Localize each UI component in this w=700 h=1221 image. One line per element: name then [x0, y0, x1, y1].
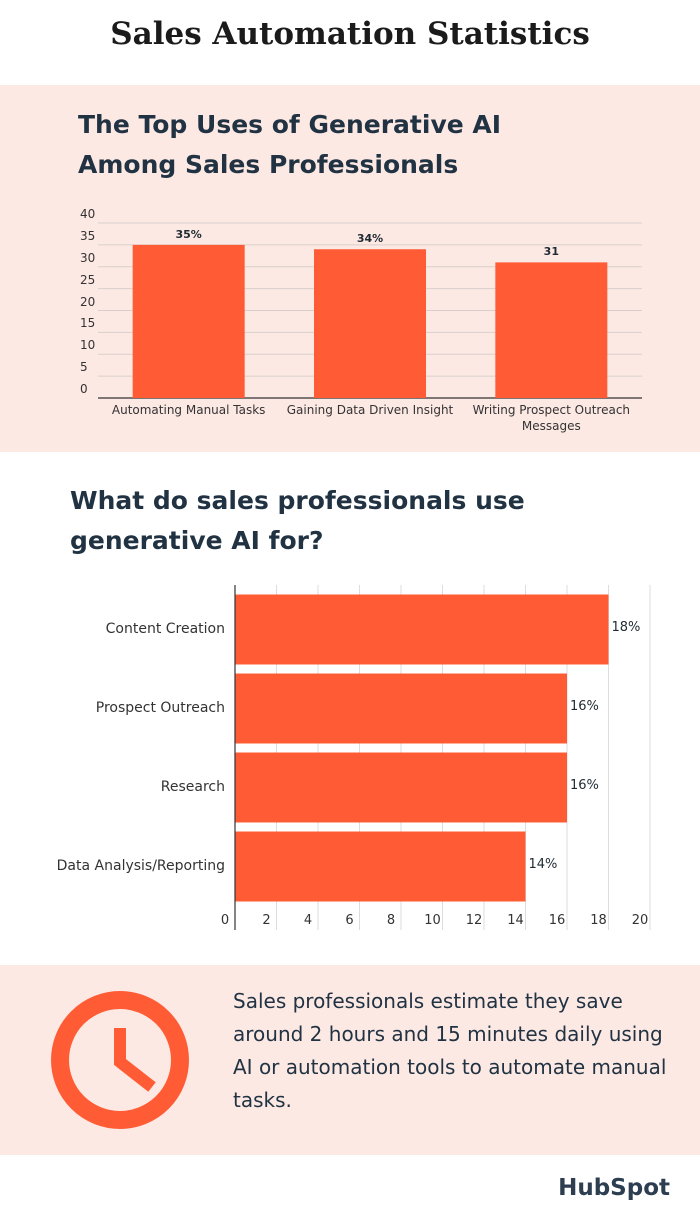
y-tick-label: 0: [80, 382, 88, 396]
bar: [235, 673, 567, 744]
y-tick-label: Research: [160, 778, 225, 795]
x-tick-label: 2: [262, 913, 271, 928]
x-tick-label: 0: [220, 913, 230, 928]
x-tick-label: 10: [424, 913, 441, 928]
clock-icon: [51, 991, 189, 1129]
x-tick-label: 16: [548, 913, 566, 928]
y-tick-label: 15: [80, 316, 96, 331]
value-label: 34%: [356, 232, 384, 246]
chart-title: The Top Uses of Generative AI Among Sale…: [78, 110, 502, 179]
y-tick-label: 35: [80, 228, 96, 243]
y-tick-label: 5: [80, 360, 88, 375]
x-tick-label: 8: [386, 913, 396, 928]
clock-hands: [114, 1028, 156, 1092]
y-tick-label: 20: [80, 294, 96, 309]
value-label: 31: [543, 245, 559, 259]
x-tick-label: 18: [590, 913, 607, 928]
y-tick-label: 40: [80, 207, 96, 221]
y-tick-label: 10: [80, 338, 96, 353]
bar: [235, 594, 609, 665]
x-tick-label: Writing Prospect Outreach Messages: [472, 403, 631, 433]
value-label: 18%: [611, 619, 641, 635]
y-tick-label: 25: [80, 272, 96, 287]
y-tick-label: Content Creation: [105, 620, 225, 637]
x-tick-label: Gaining Data Driven Insight: [286, 403, 454, 417]
x-tick-label: 14: [507, 913, 524, 928]
x-tick-label: 6: [345, 913, 354, 928]
x-tick-label: Automating Manual Tasks: [111, 403, 266, 417]
callout-text: Sales professionals estimate they save a…: [233, 989, 667, 1112]
logo: HubSpot: [558, 1175, 670, 1201]
bar: [235, 831, 526, 902]
chart-title: What do sales professionals use generati…: [70, 486, 525, 555]
value-label: 35%: [175, 227, 202, 241]
value-label: 14%: [528, 856, 558, 872]
value-label: 16%: [570, 698, 599, 714]
page-title: Sales Automation Statistics: [110, 16, 590, 52]
bar: [314, 249, 426, 398]
y-tick-label: Data Analysis/Reporting: [56, 857, 225, 874]
value-label: 16%: [570, 777, 599, 793]
bar: [495, 262, 608, 398]
bar: [132, 244, 245, 398]
x-tick-label: 20: [631, 913, 649, 928]
x-tick-label: 12: [465, 913, 483, 928]
y-tick-label: Prospect Outreach: [95, 699, 225, 716]
y-tick-label: 30: [80, 250, 96, 265]
x-tick-label: 4: [303, 913, 313, 928]
bar: [235, 752, 567, 823]
